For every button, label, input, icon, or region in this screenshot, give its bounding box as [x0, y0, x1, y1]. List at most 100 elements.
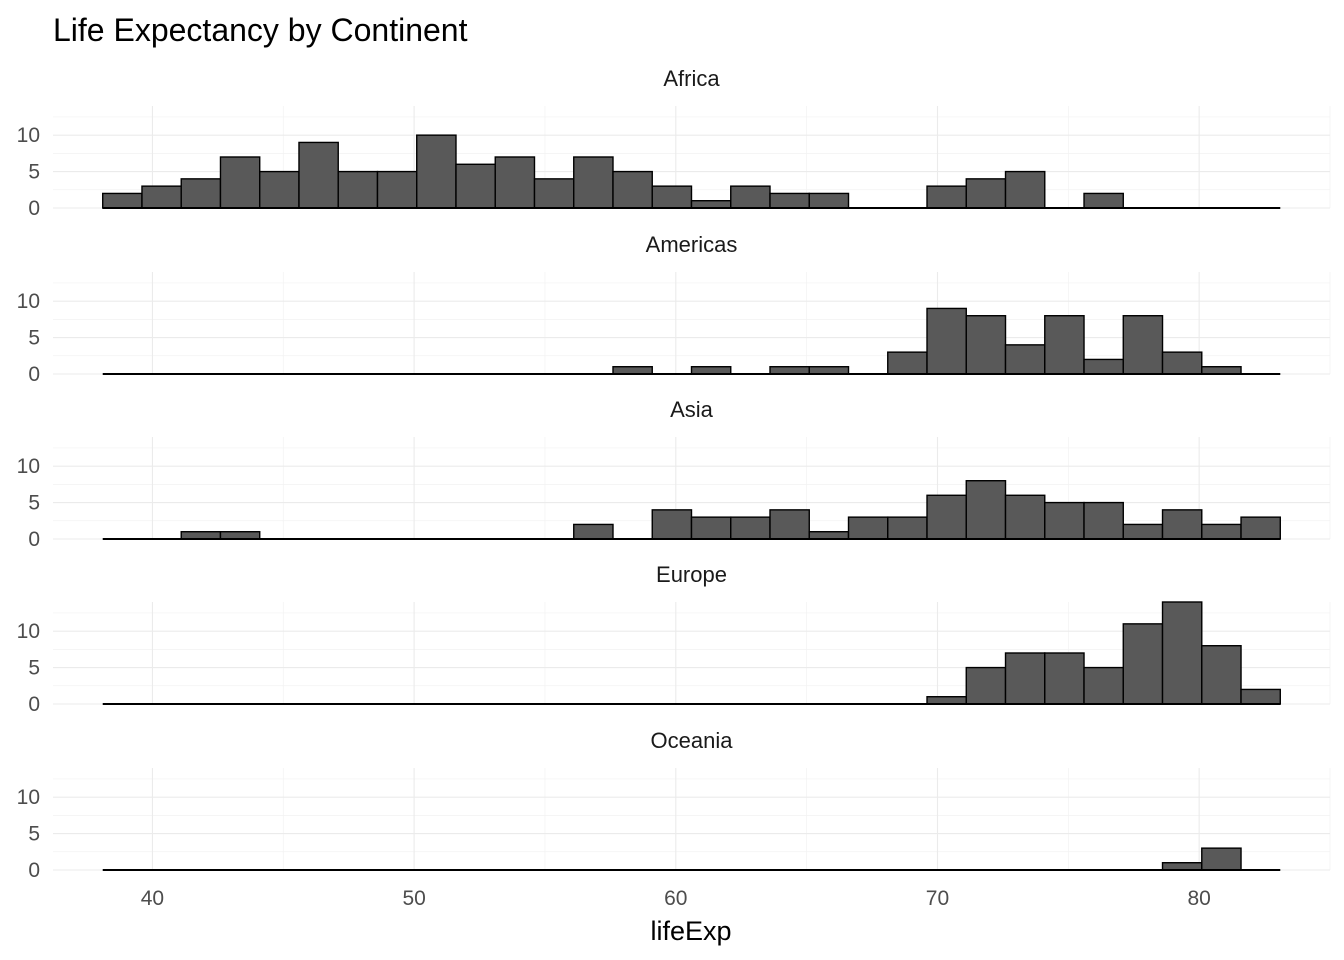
histogram-bar	[1161, 862, 1203, 871]
histogram-bar	[769, 366, 810, 375]
histogram-bar	[1201, 645, 1242, 705]
histogram-bar	[337, 170, 379, 209]
y-tick-label: 0	[28, 693, 40, 716]
histogram-bar	[1122, 623, 1164, 705]
y-tick-label: 0	[28, 528, 40, 551]
y-tick-label: 0	[28, 197, 40, 220]
histogram-bar	[730, 516, 771, 540]
x-tick-label: 80	[1187, 887, 1210, 910]
facet-panels: Africa 0 5 10 Americas 0 5 10 Asia 0 5 10 Europe 0 5 10…	[17, 66, 1331, 882]
facet-label: Oceania	[651, 728, 734, 753]
y-tick-label: 10	[17, 620, 40, 643]
histogram-bar	[690, 366, 732, 375]
histogram-bar	[887, 351, 928, 375]
histogram-bar	[180, 178, 222, 209]
facet-label: Americas	[646, 232, 738, 257]
histogram-bar	[1161, 601, 1203, 705]
y-tick-label: 10	[17, 124, 40, 147]
histogram-bar	[1044, 315, 1085, 375]
histogram-bar	[573, 156, 614, 209]
histogram-bar	[141, 185, 182, 209]
histogram-bar	[494, 156, 536, 209]
histogram-bar	[1122, 315, 1164, 375]
histogram-bar	[690, 200, 732, 209]
histogram-bar	[1240, 688, 1281, 705]
histogram-bar	[926, 696, 967, 705]
panel-africa: Africa 0 5 10	[17, 66, 1331, 220]
histogram-bar	[926, 494, 967, 540]
histogram-bar	[769, 192, 810, 209]
y-tick-label: 10	[17, 290, 40, 313]
histogram-bar	[1161, 509, 1203, 540]
chart-title: Life Expectancy by Continent	[53, 12, 468, 48]
facet-label: Asia	[670, 397, 714, 422]
histogram-bar	[1004, 170, 1046, 209]
histogram-bar	[1201, 847, 1242, 871]
y-tick-label: 5	[28, 823, 40, 846]
histogram-bar	[926, 185, 967, 209]
facet-label: Europe	[656, 562, 727, 587]
histogram-bar	[847, 516, 889, 540]
histogram-bar	[769, 509, 810, 540]
histogram-bar	[1044, 652, 1085, 705]
y-tick-label: 0	[28, 363, 40, 386]
x-tick-label: 40	[141, 887, 164, 910]
y-tick-label: 5	[28, 657, 40, 680]
histogram-bar	[808, 531, 850, 540]
y-tick-label: 10	[17, 786, 40, 809]
histogram-bar	[219, 156, 261, 209]
histogram-bar	[533, 178, 575, 209]
histogram-bar	[416, 134, 457, 209]
histogram-bar	[180, 531, 222, 540]
histogram-bar	[612, 366, 653, 375]
y-tick-label: 0	[28, 859, 40, 882]
histogram-bar	[1122, 523, 1164, 540]
histogram-bar	[573, 523, 614, 540]
histogram-bar	[1083, 666, 1124, 705]
histogram-bar	[1240, 516, 1281, 540]
histogram-bar	[965, 666, 1007, 705]
x-axis-label: lifeExp	[650, 916, 731, 946]
histogram-bar	[1201, 523, 1242, 540]
histogram-bar	[612, 170, 653, 209]
x-tick-label: 50	[402, 887, 425, 910]
histogram-bar	[259, 170, 300, 209]
y-tick-label: 5	[28, 161, 40, 184]
x-tick-label: 70	[926, 887, 949, 910]
y-tick-label: 10	[17, 455, 40, 478]
histogram-bar	[965, 315, 1007, 375]
facet-label: Africa	[663, 66, 720, 91]
histogram-bar	[690, 516, 732, 540]
y-tick-label: 5	[28, 492, 40, 515]
histogram-bar	[965, 480, 1007, 540]
y-tick-label: 5	[28, 327, 40, 350]
x-axis: 40 50 60 70 80	[141, 887, 1211, 910]
histogram-bar	[926, 307, 967, 375]
panel-asia: Asia 0 5 10	[17, 397, 1331, 551]
panel-americas: Americas 0 5 10	[17, 232, 1331, 386]
panel-europe: Europe 0 5 10	[17, 562, 1331, 716]
histogram-bar	[808, 366, 850, 375]
histogram-bar	[219, 531, 261, 540]
histogram-bar	[1083, 501, 1124, 540]
histogram-bar	[1083, 358, 1124, 375]
histogram-bar	[298, 141, 339, 209]
histogram-bar	[376, 170, 418, 209]
histogram-bar	[102, 192, 143, 209]
histogram-bar	[1161, 351, 1203, 375]
histogram-bar	[455, 163, 496, 209]
histogram-bar	[1044, 501, 1085, 540]
histogram-bar	[808, 192, 850, 209]
histogram-bar	[887, 516, 928, 540]
histogram-bar	[965, 178, 1007, 209]
histogram-bar	[730, 185, 771, 209]
histogram-bar	[651, 509, 693, 540]
histogram-bar	[1004, 494, 1046, 540]
histogram-bar	[1201, 366, 1242, 375]
histogram-bar	[1004, 344, 1046, 375]
x-tick-label: 60	[664, 887, 687, 910]
panel-oceania: Oceania 0 5 10	[17, 728, 1331, 882]
histogram-bar	[1004, 652, 1046, 705]
histogram-bar	[1083, 192, 1124, 209]
